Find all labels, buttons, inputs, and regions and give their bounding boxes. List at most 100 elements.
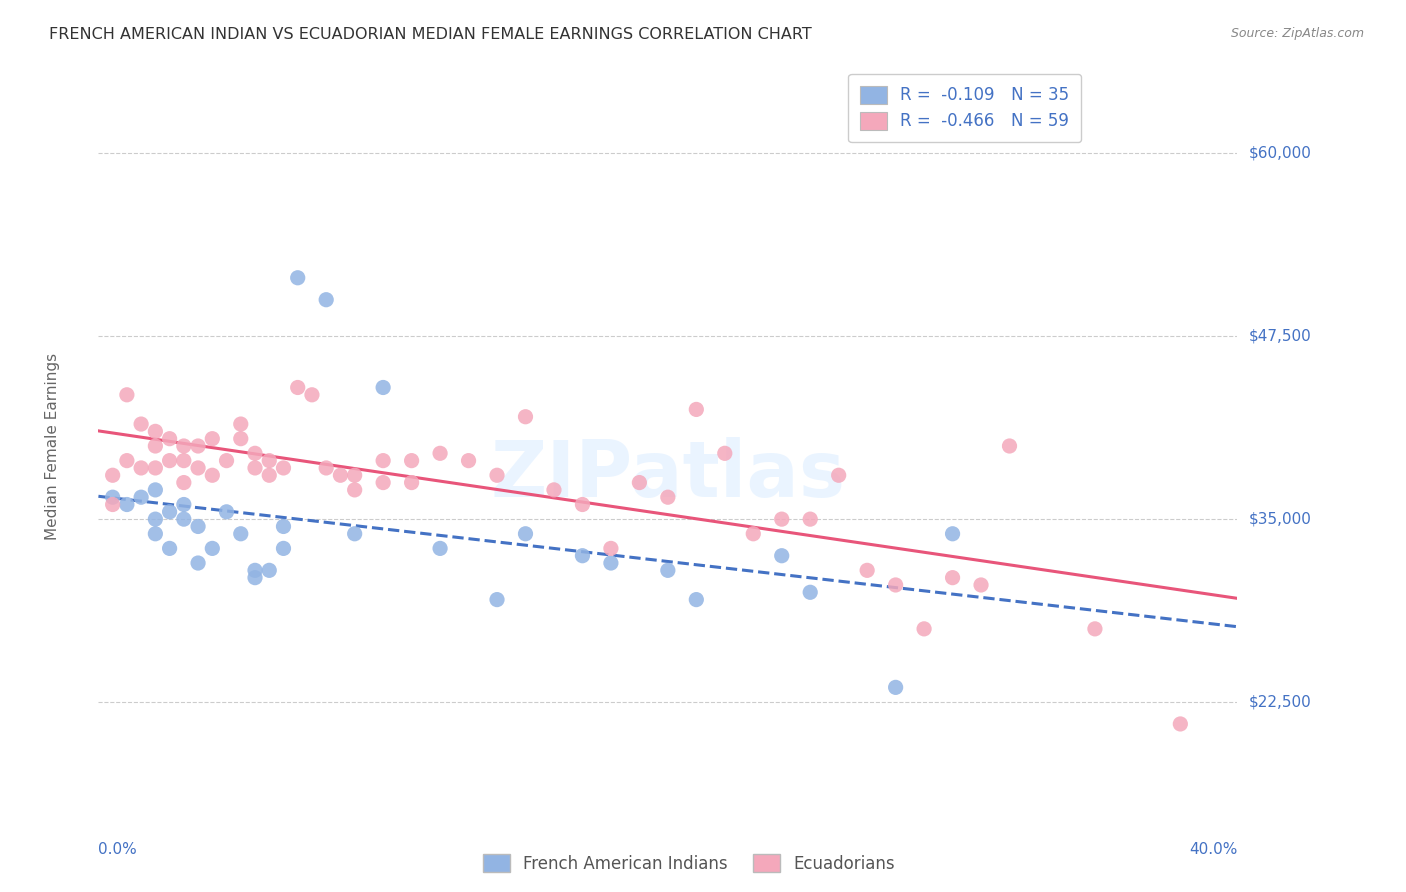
- Point: [457, 453, 479, 467]
- Point: [343, 483, 366, 497]
- Point: [543, 483, 565, 497]
- Point: [486, 592, 509, 607]
- Point: [343, 526, 366, 541]
- Point: [970, 578, 993, 592]
- Legend: R =  -0.109 N = 35, R =  -0.466 N = 59: R = -0.109 N = 35, R = -0.466 N = 59: [848, 74, 1081, 142]
- Point: [273, 461, 295, 475]
- Text: $35,000: $35,000: [1249, 512, 1312, 526]
- Text: $22,500: $22,500: [1249, 695, 1312, 709]
- Point: [215, 505, 238, 519]
- Point: [287, 380, 309, 394]
- Point: [129, 461, 152, 475]
- Point: [201, 432, 224, 446]
- Point: [373, 453, 395, 467]
- Point: [714, 446, 737, 460]
- Point: [145, 512, 167, 526]
- Point: [187, 556, 209, 570]
- Text: ZIPatlas: ZIPatlas: [491, 437, 845, 513]
- Point: [187, 439, 209, 453]
- Point: [657, 563, 679, 577]
- Point: [159, 541, 181, 556]
- Text: 0.0%: 0.0%: [98, 842, 138, 857]
- Point: [145, 439, 167, 453]
- Point: [129, 490, 152, 504]
- Point: [159, 453, 181, 467]
- Point: [229, 417, 252, 431]
- Point: [259, 563, 281, 577]
- Point: [856, 563, 879, 577]
- Point: [1170, 717, 1192, 731]
- Point: [799, 585, 821, 599]
- Point: [159, 505, 181, 519]
- Point: [571, 549, 593, 563]
- Point: [884, 681, 907, 695]
- Point: [515, 409, 537, 424]
- Legend: French American Indians, Ecuadorians: French American Indians, Ecuadorians: [477, 847, 901, 880]
- Point: [229, 526, 252, 541]
- Point: [287, 270, 309, 285]
- Point: [173, 475, 195, 490]
- Point: [628, 475, 651, 490]
- Point: [657, 490, 679, 504]
- Point: [942, 571, 965, 585]
- Point: [685, 592, 707, 607]
- Point: [301, 388, 323, 402]
- Point: [600, 556, 623, 570]
- Point: [429, 541, 451, 556]
- Point: [101, 498, 124, 512]
- Point: [145, 461, 167, 475]
- Point: [101, 490, 124, 504]
- Point: [343, 468, 366, 483]
- Point: [145, 425, 167, 439]
- Point: [685, 402, 707, 417]
- Point: [770, 512, 793, 526]
- Point: [187, 461, 209, 475]
- Point: [315, 461, 337, 475]
- Point: [429, 446, 451, 460]
- Point: [998, 439, 1021, 453]
- Point: [173, 498, 195, 512]
- Point: [243, 461, 266, 475]
- Point: [401, 453, 423, 467]
- Point: [273, 519, 295, 533]
- Point: [600, 541, 623, 556]
- Point: [884, 578, 907, 592]
- Point: [187, 519, 209, 533]
- Point: [115, 498, 138, 512]
- Point: [259, 453, 281, 467]
- Text: $60,000: $60,000: [1249, 146, 1312, 161]
- Point: [229, 432, 252, 446]
- Point: [159, 432, 181, 446]
- Point: [571, 498, 593, 512]
- Text: FRENCH AMERICAN INDIAN VS ECUADORIAN MEDIAN FEMALE EARNINGS CORRELATION CHART: FRENCH AMERICAN INDIAN VS ECUADORIAN MED…: [49, 27, 811, 42]
- Point: [912, 622, 935, 636]
- Point: [173, 453, 195, 467]
- Point: [329, 468, 352, 483]
- Point: [770, 549, 793, 563]
- Point: [243, 571, 266, 585]
- Text: $47,500: $47,500: [1249, 329, 1312, 343]
- Point: [243, 563, 266, 577]
- Point: [373, 475, 395, 490]
- Point: [273, 541, 295, 556]
- Point: [145, 483, 167, 497]
- Point: [373, 380, 395, 394]
- Point: [742, 526, 765, 541]
- Point: [515, 526, 537, 541]
- Text: Source: ZipAtlas.com: Source: ZipAtlas.com: [1230, 27, 1364, 40]
- Point: [942, 526, 965, 541]
- Point: [799, 512, 821, 526]
- Point: [215, 453, 238, 467]
- Point: [1084, 622, 1107, 636]
- Point: [828, 468, 851, 483]
- Point: [101, 468, 124, 483]
- Point: [401, 475, 423, 490]
- Point: [486, 468, 509, 483]
- Point: [201, 468, 224, 483]
- Point: [243, 446, 266, 460]
- Text: Median Female Earnings: Median Female Earnings: [45, 352, 60, 540]
- Point: [173, 439, 195, 453]
- Point: [115, 453, 138, 467]
- Point: [145, 526, 167, 541]
- Point: [259, 468, 281, 483]
